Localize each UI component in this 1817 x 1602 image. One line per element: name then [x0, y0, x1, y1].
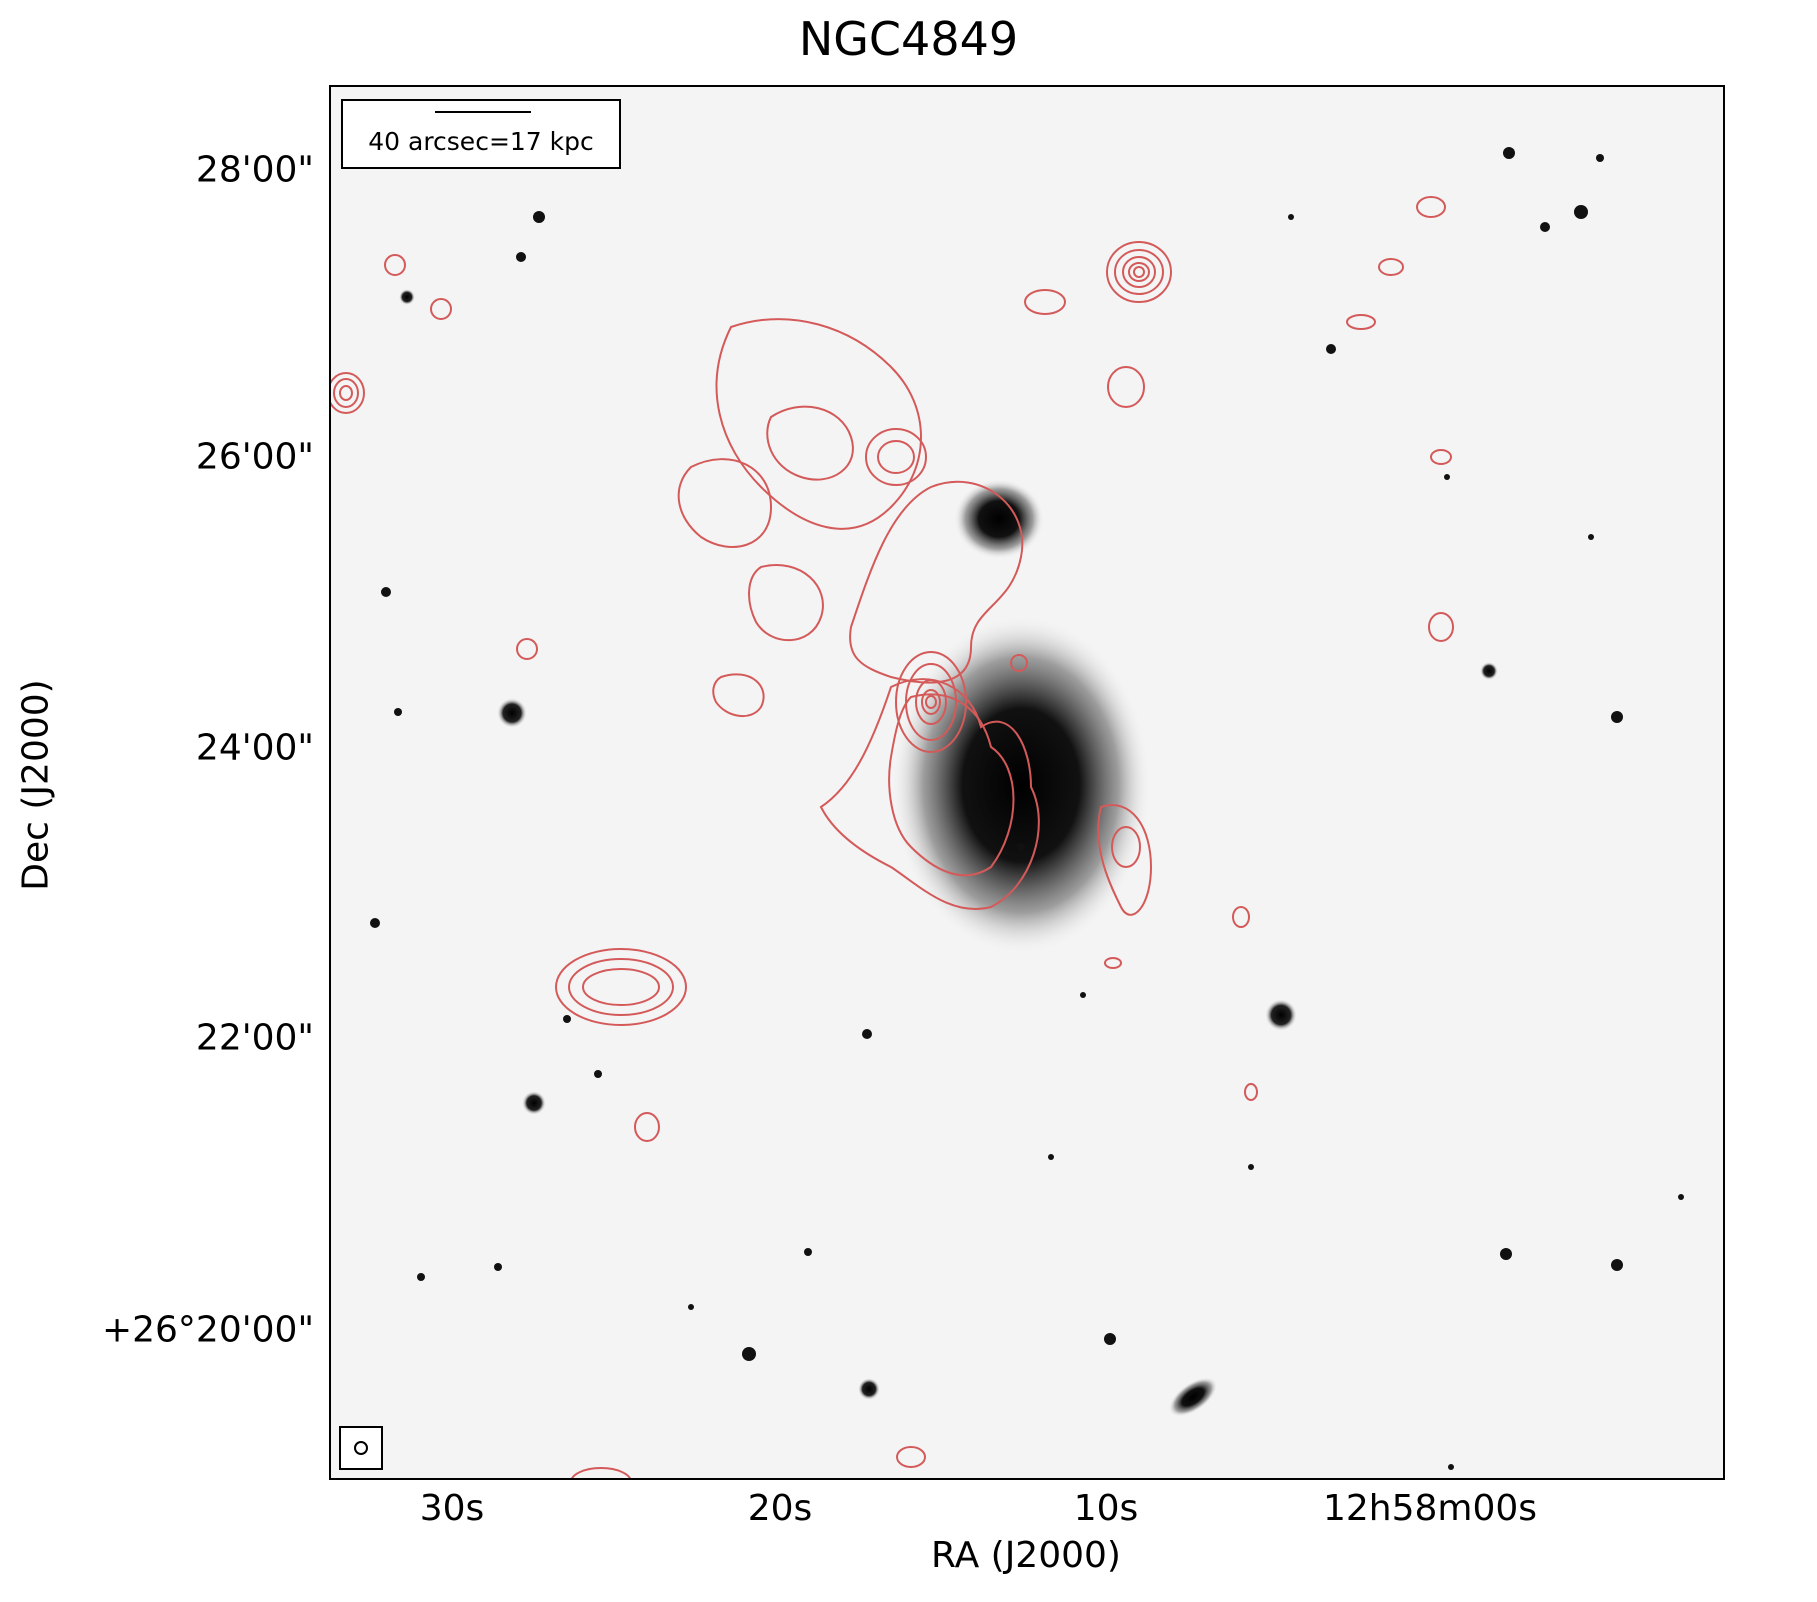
scale-legend: 40 arcsec=17 kpc — [341, 99, 621, 169]
y-tick-label: 24'00" — [195, 727, 314, 769]
sky-image-panel: 40 arcsec=17 kpc — [329, 85, 1725, 1480]
stars — [370, 147, 1684, 1470]
x-tick-label: 30s — [419, 1488, 485, 1529]
scale-bar — [435, 111, 531, 113]
x-tick-label: 20s — [747, 1488, 813, 1529]
edge-on-galaxy — [1168, 1377, 1218, 1417]
y-axis-label: Dec (J2000) — [15, 679, 57, 891]
figure-title: NGC4849 — [798, 12, 1019, 66]
optical-image-with-contours — [331, 147, 1684, 1478]
y-tick-label: +26°20'00" — [101, 1309, 314, 1351]
x-tick-label: 10s — [1073, 1488, 1139, 1529]
x-axis-label: RA (J2000) — [931, 1535, 1121, 1576]
y-tick-label: 26'00" — [195, 436, 314, 478]
beam-indicator — [339, 1426, 383, 1470]
scale-label: 40 arcsec=17 kpc — [368, 127, 594, 156]
x-tick-label: 12h58m00s — [1322, 1488, 1538, 1529]
y-tick-label: 28'00" — [195, 149, 314, 191]
main-galaxy — [891, 615, 1151, 955]
companion-galaxy — [954, 479, 1044, 559]
radio-contours — [331, 196, 1454, 1478]
beam-ellipse — [354, 1441, 368, 1455]
y-tick-label: 22'00" — [195, 1017, 314, 1059]
